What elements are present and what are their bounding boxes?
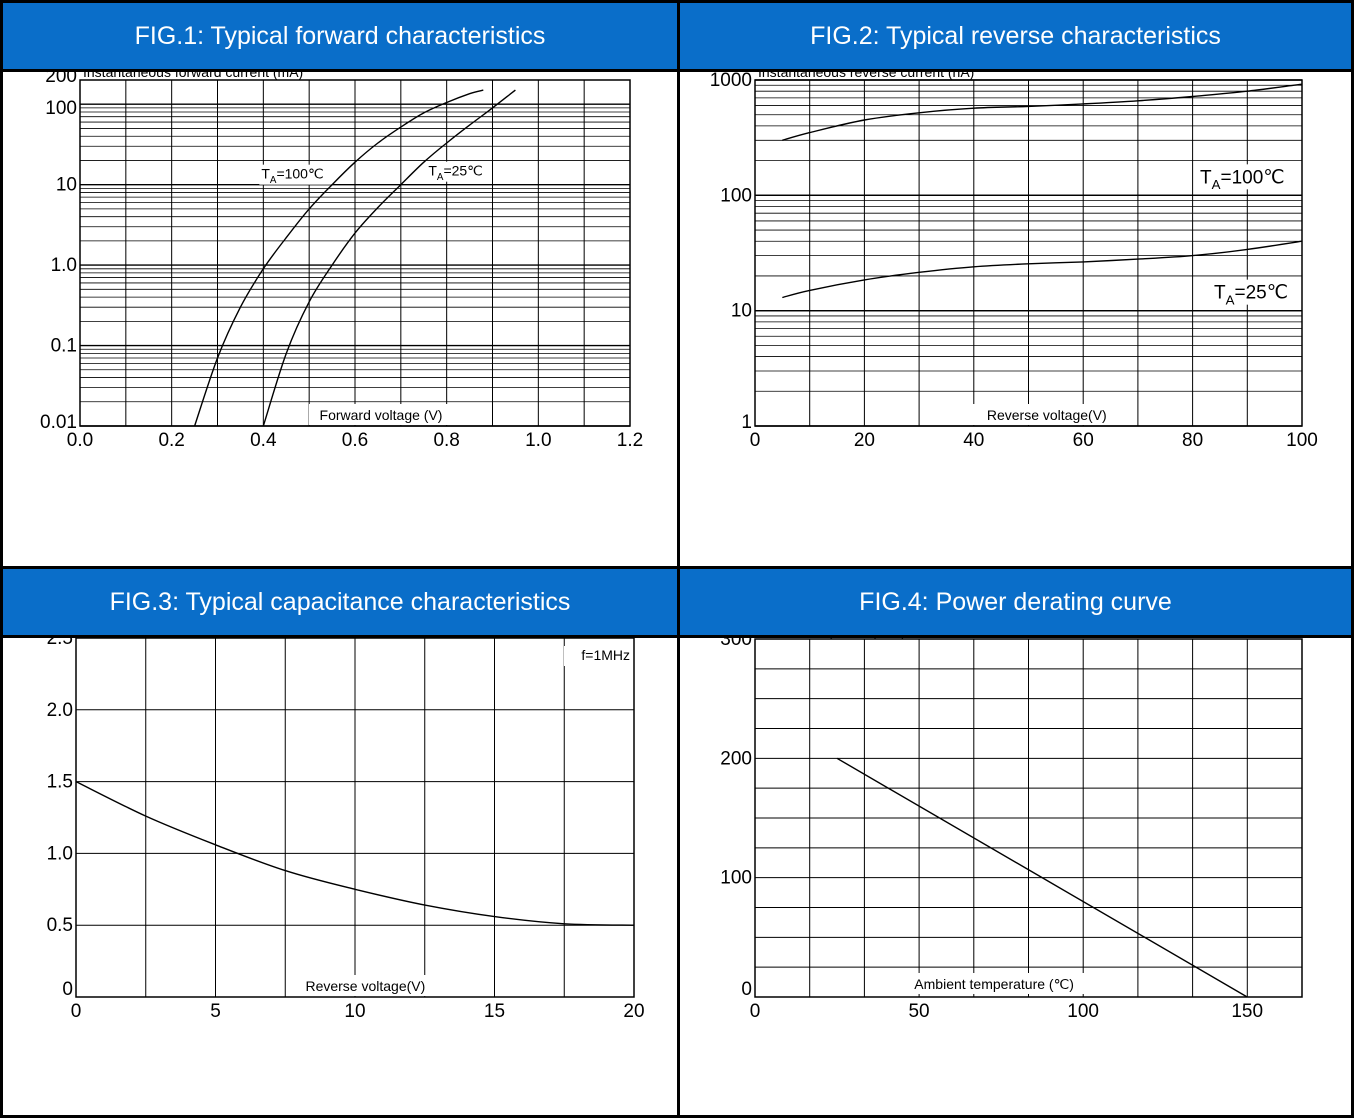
x-tick-label: 0.2 [158,430,184,451]
x-tick-label: 150 [1231,1001,1263,1022]
x-axis-title-bg [897,973,1092,994]
fig1-chart: 0.0 0.2 0.4 0.6 0.8 1.0 1.2 0.01 0.1 1.0 10 100 200 I… [40,72,643,451]
x-axis-title: Forward voltage (V) [320,407,443,423]
x-axis-title: Ambient temperature (℃) [914,976,1074,992]
series-label: TA=25℃ [428,163,483,183]
y-tick-label: 1.0 [51,255,77,276]
x-tick-label: 100 [1067,1001,1099,1022]
series-line-0 [782,83,1303,141]
x-tick-label: 20 [854,430,875,451]
y-tick-label: 200 [720,748,752,769]
y-axis-title: Instantaneous forward current (mA) [83,72,303,80]
y-tick-label: 2.0 [47,700,73,721]
x-tick-label: 50 [908,1001,929,1022]
y-tick-label: 1000 [710,72,752,91]
y-tick-label: 1.0 [47,843,73,864]
y-tick-label: 0.01 [40,412,77,433]
fig1-panel: FIG.1: Typical forward characteristics 0… [0,0,680,580]
series-line-0 [75,780,635,926]
annotation-label: f=1MHz [581,647,630,663]
y-tick-label: 0 [741,979,752,1000]
x-tick-label: 10 [344,1001,365,1022]
x-tick-label: 40 [963,430,984,451]
x-tick-label: 0.8 [433,430,459,451]
fig4-title: FIG.4: Power derating curve [680,569,1351,638]
y-tick-label: 1 [741,412,752,433]
x-tick-label: 5 [210,1001,221,1022]
y-tick-label: 200 [45,72,77,87]
y-tick-label: 10 [56,175,77,196]
series-label-bg [259,164,332,185]
x-tick-label: 0 [750,430,761,451]
y-tick-label: 0 [62,979,73,1000]
series-line-1 [782,240,1303,299]
x-axis-title-bg [309,404,453,425]
x-axis-title: Reverse voltage(V) [305,978,425,994]
series-label-bg [426,161,491,182]
series-label-bg [1212,279,1300,305]
fig2-chart: 0 20 40 60 80 100 1 10 100 1000 Instantaneous reve… [710,72,1318,451]
x-tick-label: 1.0 [525,430,551,451]
y-tick-label: 0.1 [51,336,77,357]
series-label: TA=100℃ [1200,167,1285,192]
fig3-chart: 0510152000.51.01.52.02.5Capacitance(pF)R… [47,638,645,1022]
series-line-0 [193,89,484,427]
fig3-panel: FIG.3: Typical capacitance characteristi… [0,566,680,1118]
x-axis-title-bg [291,975,440,996]
plot-frame [79,79,631,427]
x-tick-label: 0.6 [342,430,368,451]
y-tick-label: 1.5 [47,772,73,793]
series-line-0 [836,757,1248,998]
x-tick-label: 1.2 [617,430,643,451]
y-axis-title: Power dissipation (mW) [758,638,906,639]
plot-frame [754,79,1303,427]
y-tick-label: 100 [720,868,752,889]
x-tick-label: 0.4 [250,430,277,451]
y-tick-label: 100 [45,98,77,119]
y-tick-label: 100 [720,185,752,206]
annotation-bg [564,646,630,666]
fig2-panel: FIG.2: Typical reverse characteristics 0… [677,0,1354,580]
x-tick-label: 100 [1286,430,1318,451]
y-tick-label: 300 [720,638,752,650]
y-axis-title: Instantaneous reverse current (nA) [758,72,974,80]
fig1-title: FIG.1: Typical forward characteristics [3,3,677,72]
x-axis-title-bg [972,404,1121,425]
x-tick-label: 0 [750,1001,761,1022]
series-line-1 [262,89,516,427]
fig3-title: FIG.3: Typical capacitance characteristi… [3,569,677,638]
x-tick-label: 60 [1073,430,1094,451]
fig4-panel: FIG.4: Power derating curve 0 50 100 150 0 10… [677,566,1354,1118]
y-tick-label: 10 [731,301,752,322]
x-axis-title: Reverse voltage(V) [987,407,1107,423]
series-label: TA=25℃ [1214,283,1288,308]
series-label: TA=100℃ [261,166,323,186]
x-tick-label: 20 [623,1001,644,1022]
x-tick-label: 0 [71,1001,82,1022]
y-tick-label: 2.5 [47,638,73,649]
plot-frame [75,638,635,998]
fig2-title: FIG.2: Typical reverse characteristics [680,3,1351,72]
fig4-chart: 0 50 100 150 0 100 200 300 Power dissipation (mW… [720,638,1303,1022]
series-label-bg [1198,164,1300,190]
x-tick-label: 80 [1182,430,1203,451]
x-tick-label: 0.0 [67,430,93,451]
x-tick-label: 15 [484,1001,505,1022]
y-tick-label: 0.5 [47,915,73,936]
plot-frame [754,638,1303,998]
